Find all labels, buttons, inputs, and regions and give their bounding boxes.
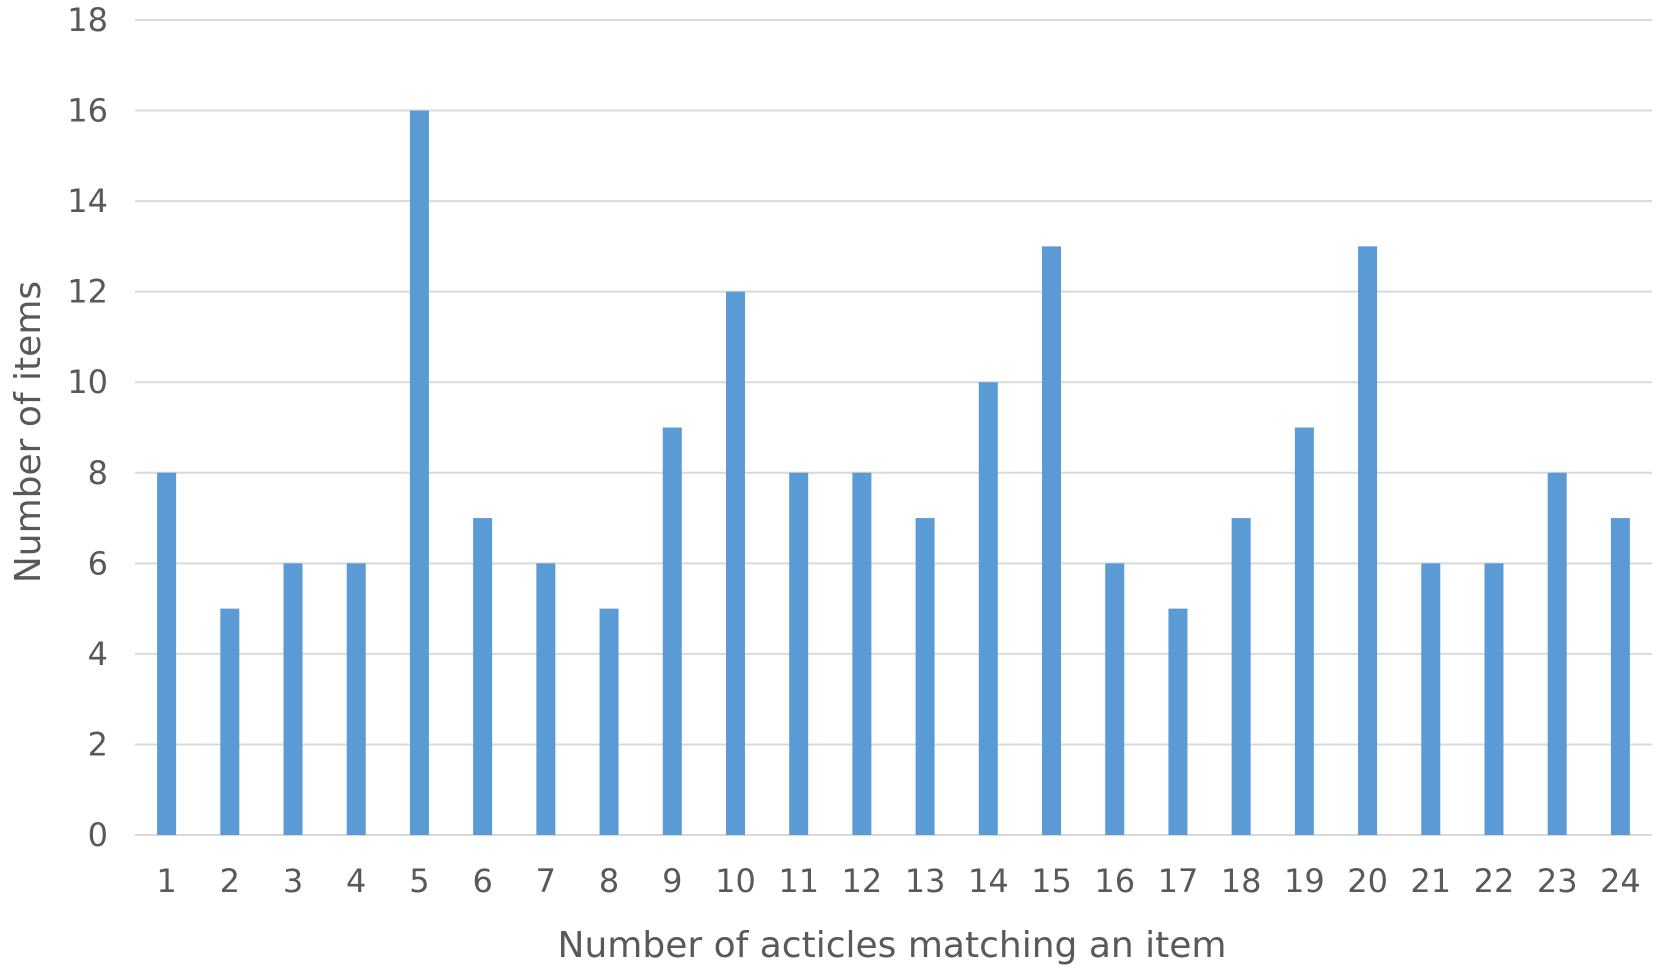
x-tick-label: 3 — [283, 862, 303, 900]
bar — [852, 472, 872, 835]
x-tick-label: 14 — [968, 862, 1009, 900]
x-tick-labels: 1 2 3 4 5 6 7 8 9 10 11 12 13 14 15 16 17 18 19 20 21 22 23 24 — [156, 862, 1640, 900]
bar — [599, 608, 619, 835]
x-tick-label: 10 — [715, 862, 756, 900]
bar — [1421, 563, 1441, 835]
bar — [1168, 608, 1188, 835]
bar — [346, 563, 366, 835]
y-tick-label: 8 — [88, 454, 108, 492]
bar — [1231, 518, 1251, 835]
x-tick-label: 1 — [156, 862, 176, 900]
x-tick-label: 20 — [1347, 862, 1388, 900]
y-tick-label: 16 — [67, 92, 108, 130]
x-tick-label: 13 — [905, 862, 946, 900]
y-tick-label: 4 — [88, 635, 108, 673]
x-tick-label: 11 — [778, 862, 819, 900]
x-tick-label: 15 — [1031, 862, 1072, 900]
x-tick-label: 21 — [1410, 862, 1451, 900]
bar — [409, 110, 429, 836]
bar — [1484, 563, 1504, 835]
bar — [1042, 246, 1062, 835]
bar — [157, 472, 177, 835]
gridlines — [135, 19, 1652, 836]
bar — [536, 563, 556, 835]
bar — [220, 608, 240, 835]
y-tick-label: 6 — [88, 544, 108, 582]
x-tick-label: 17 — [1158, 862, 1199, 900]
bar — [1358, 246, 1378, 835]
y-tick-label: 10 — [67, 363, 108, 401]
bar — [283, 563, 303, 835]
x-tick-label: 4 — [346, 862, 366, 900]
x-tick-label: 12 — [842, 862, 883, 900]
bar — [915, 518, 935, 835]
y-tick-label: 0 — [88, 816, 108, 854]
x-tick-label: 22 — [1474, 862, 1515, 900]
bar — [1294, 427, 1314, 835]
bar — [1610, 518, 1630, 835]
x-tick-label: 19 — [1284, 862, 1325, 900]
bar — [1547, 472, 1567, 835]
x-tick-label: 16 — [1094, 862, 1135, 900]
y-tick-labels: 0 2 4 6 8 10 12 14 16 18 — [67, 1, 108, 854]
x-axis-title: Number of acticles matching an item — [558, 925, 1227, 966]
bar — [725, 291, 745, 836]
bar — [789, 472, 809, 835]
x-tick-label: 6 — [472, 862, 492, 900]
bar — [473, 518, 493, 835]
x-tick-label: 9 — [662, 862, 682, 900]
x-tick-label: 7 — [536, 862, 556, 900]
y-tick-label: 2 — [88, 725, 108, 763]
y-tick-label: 14 — [67, 182, 108, 220]
x-tick-label: 18 — [1221, 862, 1262, 900]
bar — [978, 382, 998, 835]
x-tick-label: 8 — [599, 862, 619, 900]
bars — [157, 110, 1630, 836]
x-tick-label: 5 — [409, 862, 429, 900]
y-axis-title: Number of items — [8, 281, 49, 583]
y-tick-label: 12 — [67, 273, 108, 311]
bar — [662, 427, 682, 835]
y-tick-label: 18 — [67, 1, 108, 39]
x-tick-label: 23 — [1537, 862, 1578, 900]
x-tick-label: 24 — [1600, 862, 1641, 900]
bar — [1105, 563, 1125, 835]
x-tick-label: 2 — [220, 862, 240, 900]
